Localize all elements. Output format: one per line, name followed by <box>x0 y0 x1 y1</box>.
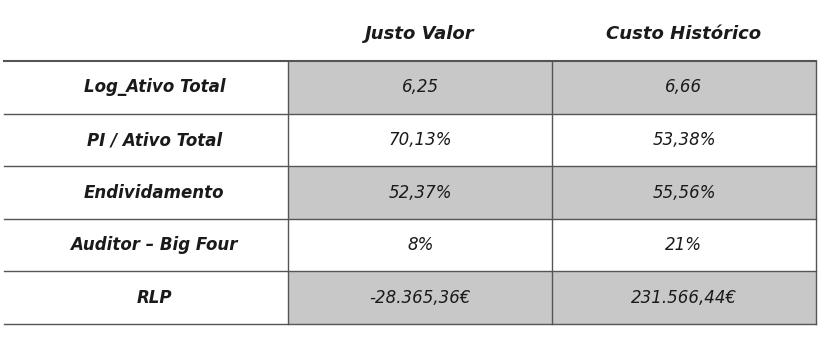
Text: 8%: 8% <box>406 236 432 254</box>
Text: 70,13%: 70,13% <box>388 131 451 149</box>
Bar <box>551 166 815 219</box>
Bar <box>551 272 815 324</box>
Bar <box>288 61 551 114</box>
Text: Custo Histórico: Custo Histórico <box>605 24 761 42</box>
Text: 6,66: 6,66 <box>664 79 702 97</box>
Text: Log_Ativo Total: Log_Ativo Total <box>84 79 225 97</box>
Text: 21%: 21% <box>665 236 702 254</box>
Text: RLP: RLP <box>137 289 172 307</box>
Text: 231.566,44€: 231.566,44€ <box>630 289 736 307</box>
Text: 53,38%: 53,38% <box>651 131 715 149</box>
Bar <box>288 219 551 272</box>
Bar <box>551 61 815 114</box>
Bar <box>288 272 551 324</box>
Text: Endividamento: Endividamento <box>84 184 224 201</box>
Text: 52,37%: 52,37% <box>388 184 451 201</box>
Bar <box>288 114 551 166</box>
Text: Justo Valor: Justo Valor <box>365 24 474 42</box>
Text: 6,25: 6,25 <box>401 79 438 97</box>
Bar <box>551 114 815 166</box>
Bar <box>288 166 551 219</box>
Text: -28.365,36€: -28.365,36€ <box>369 289 470 307</box>
Text: PI / Ativo Total: PI / Ativo Total <box>87 131 222 149</box>
Text: Auditor – Big Four: Auditor – Big Four <box>70 236 238 254</box>
Text: 55,56%: 55,56% <box>651 184 715 201</box>
Bar <box>551 219 815 272</box>
